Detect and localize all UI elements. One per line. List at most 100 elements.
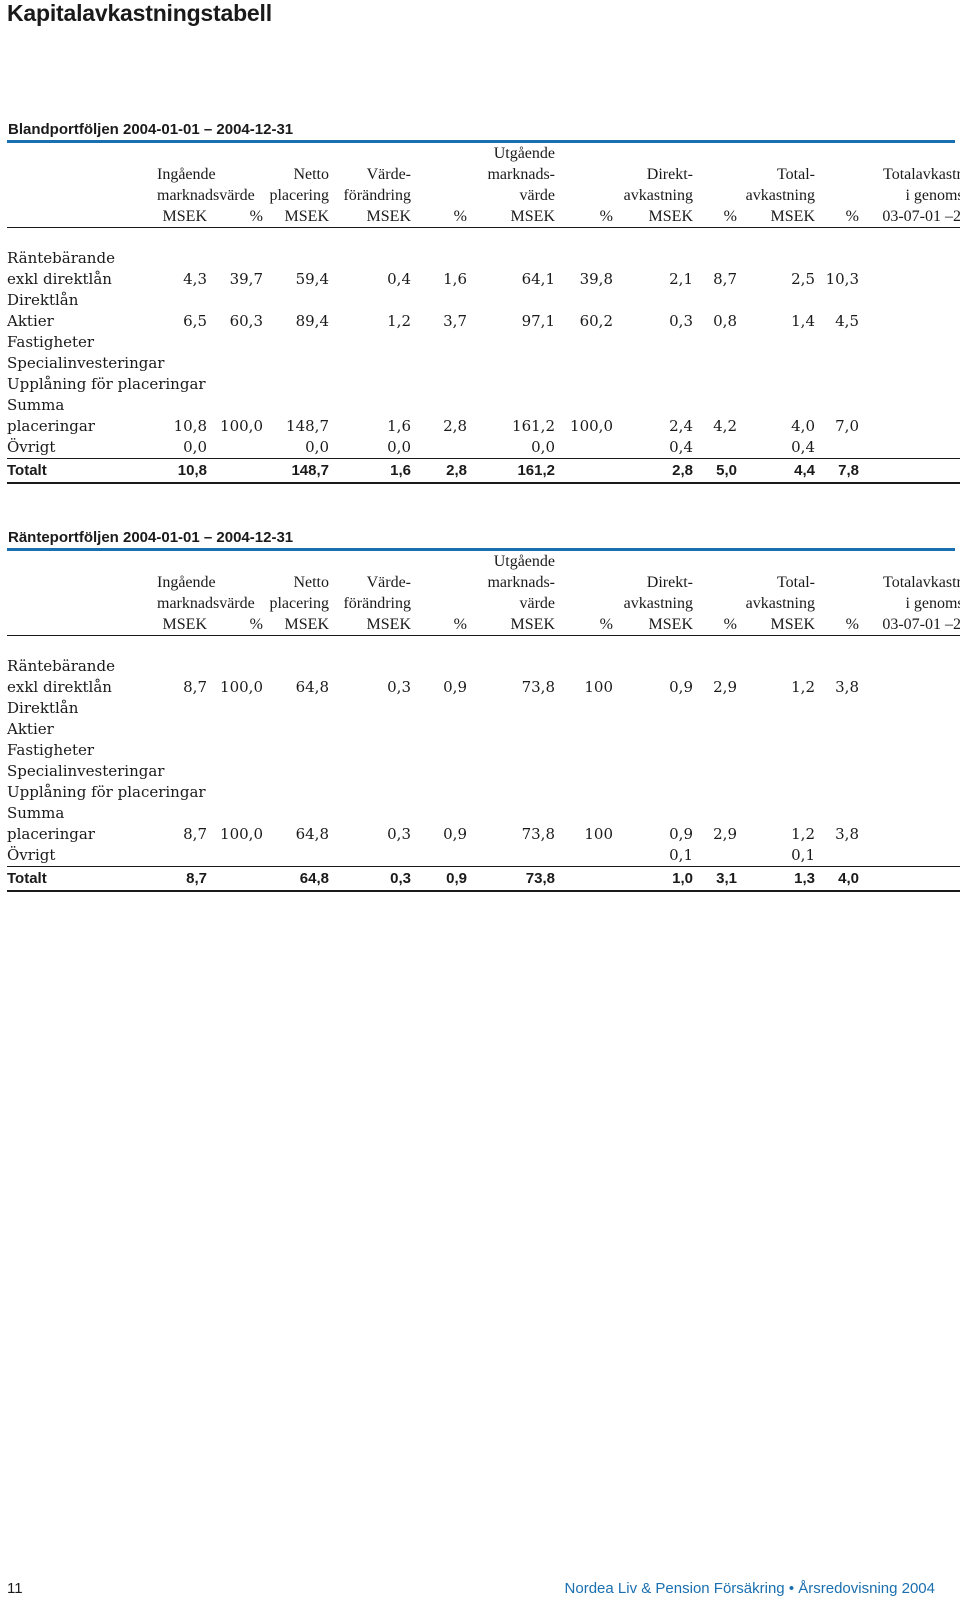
table-row: exkl direktlån 4,3 39,7 59,4 0,4 1,6 64,1 39,8 2… (7, 269, 960, 290)
table-cell (329, 395, 411, 416)
table-cell (157, 656, 207, 677)
table-cell: 0,0 (531, 438, 555, 456)
table-cell (815, 353, 859, 374)
publication-title: Nordea Liv & Pension Försäkring • Årsred… (564, 1580, 935, 1597)
table-cell (693, 845, 737, 867)
table-cell: 59,4 (295, 270, 329, 288)
table-cell: 1,2 (791, 825, 815, 843)
table-cell: 0,4 (387, 270, 411, 288)
column-header (737, 551, 815, 572)
table-cell (815, 656, 859, 677)
column-header: % (411, 614, 467, 636)
table-cell (207, 719, 263, 740)
column-header (157, 551, 207, 572)
column-header (7, 593, 157, 614)
column-header: % (207, 206, 263, 228)
table-cell (737, 332, 815, 353)
column-header (7, 185, 157, 206)
table-cell: 64,8 (295, 825, 329, 843)
table-cell (859, 656, 960, 677)
table-cell (329, 803, 411, 824)
table-cell (815, 437, 859, 459)
table-row: Fastigheter (7, 740, 960, 761)
row-label: Summa (7, 804, 65, 822)
table-cell (859, 290, 960, 311)
column-header: Totalavkastning (883, 166, 960, 183)
table-cell: 2,8 (443, 417, 467, 435)
table-cell: 73,8 (521, 678, 555, 696)
table-cell (555, 761, 613, 782)
table-row: Aktier (7, 719, 960, 740)
table-cell: 3,7 (443, 312, 467, 330)
table-cell (737, 698, 815, 719)
table-cell (693, 248, 737, 269)
section-title: Ränteportföljen 2004-01-01 – 2004-12-31 (7, 528, 955, 551)
table-cell (467, 845, 555, 867)
table-cell (737, 761, 815, 782)
table-cell (613, 719, 693, 740)
table-cell (555, 740, 613, 761)
column-header (207, 143, 263, 164)
column-header: förändring (343, 595, 411, 612)
table-cell (737, 374, 815, 395)
table-cell (693, 332, 737, 353)
total-cell: 5,0 (693, 458, 737, 484)
table-cell (859, 761, 960, 782)
table-cell: 0,9 (669, 825, 693, 843)
table-cell: 100,0 (220, 825, 263, 843)
table-cell (411, 437, 467, 459)
row-label: Direktlån (7, 291, 79, 309)
table-cell: 64,8 (295, 678, 329, 696)
table-cell (737, 719, 815, 740)
row-label: Upplåning för placeringar (7, 375, 206, 393)
table-cell (693, 740, 737, 761)
column-header: % (555, 614, 613, 636)
table-cell (815, 782, 859, 803)
table-cell (329, 740, 411, 761)
table-cell (157, 719, 207, 740)
table-cell (263, 332, 329, 353)
table-cell (613, 761, 693, 782)
column-header: i genomsnitt (905, 595, 960, 612)
column-header (7, 572, 157, 593)
total-cell: 64,8 (263, 866, 329, 892)
table-cell (815, 332, 859, 353)
row-label: exkl direktlån (7, 678, 112, 696)
row-label: Räntebärande (7, 657, 115, 675)
table-cell (157, 353, 207, 374)
table-cell: 6,7 (859, 416, 960, 437)
table-cell (157, 698, 207, 719)
total-cell: 4,4 (737, 458, 815, 484)
header-row: Utgående (7, 143, 960, 164)
table-cell (207, 437, 263, 459)
header-row: marknadsvärde placering förändring värde avk… (7, 593, 960, 614)
header-row: Ingående Netto Värde-marknads- Direkt- Total… (7, 164, 960, 185)
header-row: marknadsvärde placering förändring värde avk… (7, 185, 960, 206)
column-header (411, 143, 467, 164)
table-cell (329, 656, 411, 677)
table-cell (815, 395, 859, 416)
total-cell: 161,2 (467, 458, 555, 484)
total-label: Totalt (7, 458, 157, 484)
table-cell: 8,7 (183, 825, 207, 843)
page-title: Kapitalavkastningstabell (7, 0, 272, 26)
row-label: Fastigheter (7, 333, 95, 351)
total-cell: 73,8 (467, 866, 555, 892)
column-header: MSEK (263, 614, 329, 636)
total-cell: 7,8 (815, 458, 859, 484)
table-cell: 100 (584, 678, 613, 696)
table-cell (207, 803, 263, 824)
table-cell: 3,2 (859, 677, 960, 698)
table-cell (263, 353, 329, 374)
table-cell: 0,9 (443, 825, 467, 843)
table-cell (613, 740, 693, 761)
table-cell (555, 332, 613, 353)
column-header: Totalavkastning (883, 574, 960, 591)
table-row: Räntebärande (7, 248, 960, 269)
column-header: Netto (293, 166, 329, 183)
table-cell: 0,1 (669, 846, 693, 864)
column-header: värde (519, 187, 555, 204)
row-label: Aktier (7, 720, 54, 738)
column-header (7, 551, 157, 572)
